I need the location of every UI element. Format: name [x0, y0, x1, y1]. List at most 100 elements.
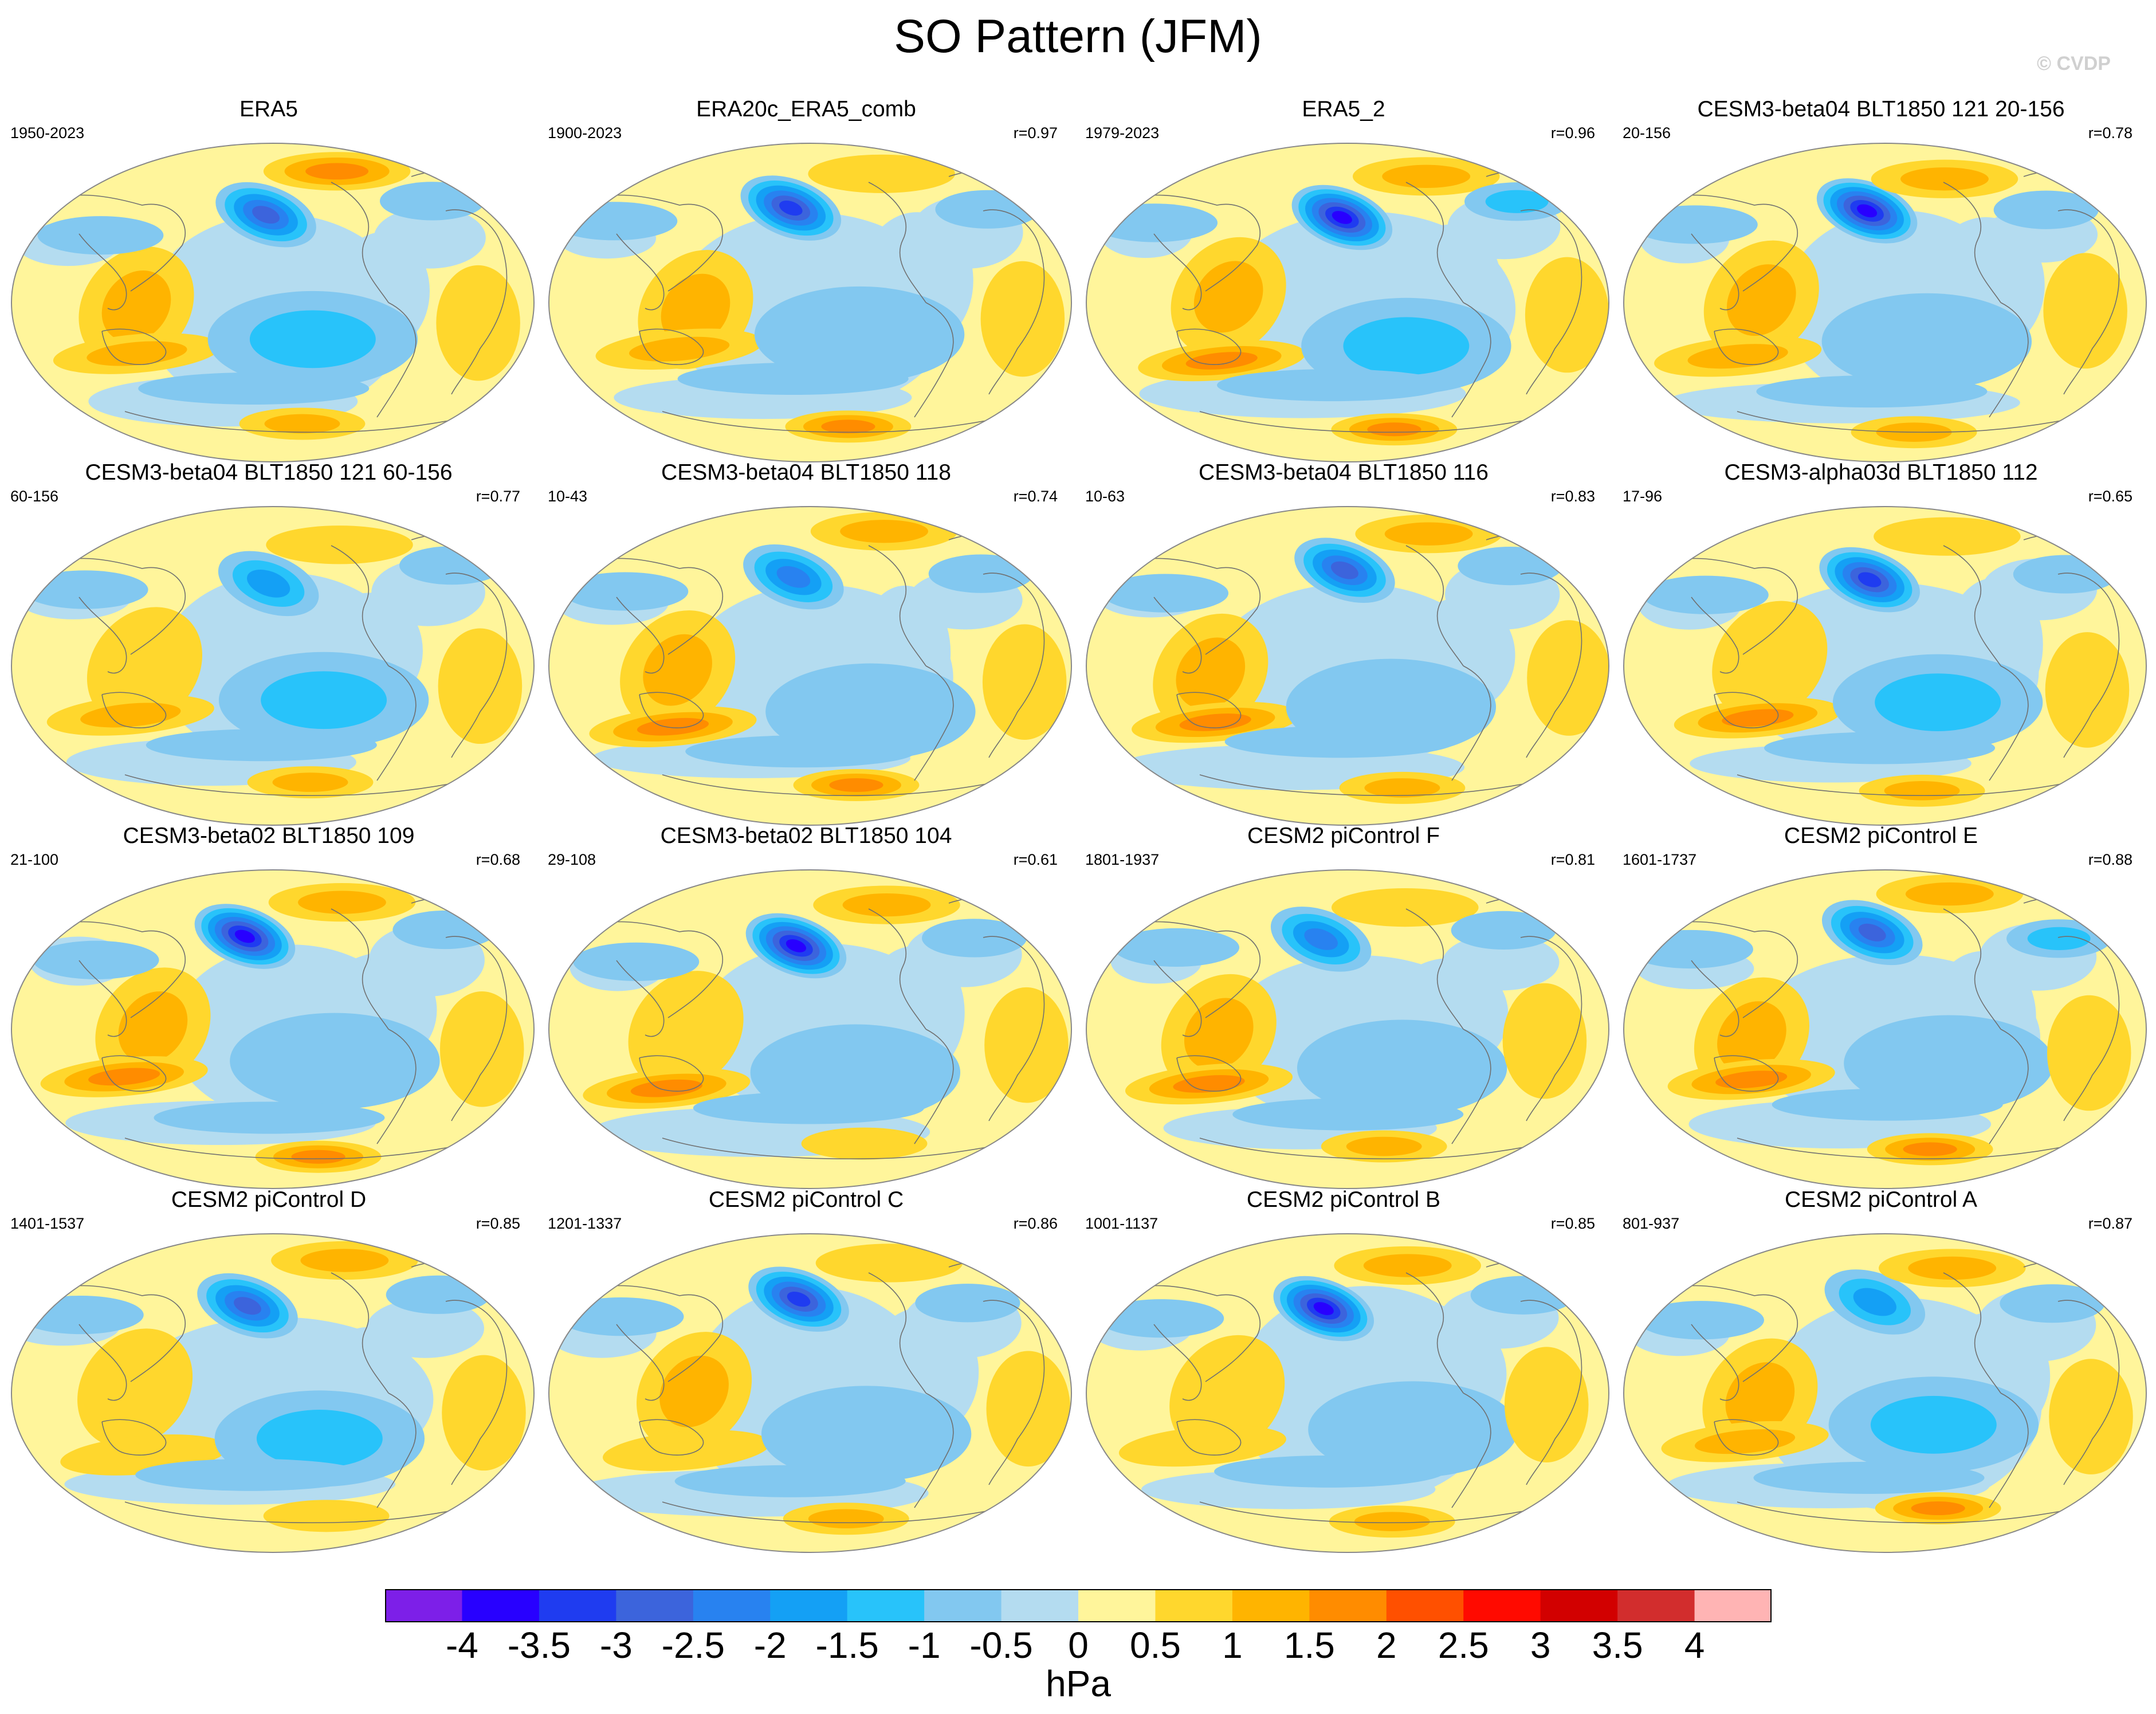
contour-level: [980, 261, 1065, 377]
anomaly-feature: [439, 991, 524, 1107]
map-outline: [548, 143, 1072, 462]
panel-correlation: r=0.81: [1550, 851, 1595, 868]
colorbar-swatch: [1540, 1589, 1618, 1622]
panel-correlation: r=0.68: [476, 851, 520, 868]
map-outline: [11, 506, 535, 826]
panel-correlation: r=0.88: [2088, 851, 2133, 868]
coastline: [639, 692, 704, 728]
coastline: [445, 572, 508, 758]
contour-level: [1875, 673, 2001, 732]
panel-years: 60-156: [10, 488, 59, 505]
anomaly-feature: [1764, 732, 1996, 764]
contour-level: [984, 987, 1069, 1103]
anomaly-feature: [1321, 1130, 1447, 1163]
colorbar: [385, 1589, 1772, 1622]
contour-level: [808, 1509, 884, 1529]
contour-level: [986, 1351, 1071, 1467]
coastline: [1176, 1419, 1242, 1456]
contour-level: [399, 546, 505, 585]
contour-level: [1176, 637, 1246, 709]
panel-correlation: r=0.85: [476, 1215, 520, 1232]
coastline: [1943, 908, 2001, 1030]
anomaly-feature: [207, 291, 418, 387]
coastline: [1153, 960, 1202, 1037]
map-panel: ERA5 1950-2023: [0, 96, 537, 463]
anomaly-feature: [1329, 1505, 1455, 1538]
panel-correlation: r=0.65: [2088, 488, 2133, 505]
map-outline: [1623, 1233, 2147, 1553]
anomaly-feature: [674, 1465, 906, 1497]
anomaly-feature: [77, 1328, 193, 1448]
anomaly-feature: [2006, 919, 2112, 958]
contour-level: [234, 929, 255, 943]
anomaly-feature: [263, 152, 411, 191]
contour-level: [801, 1127, 928, 1160]
contour-level: [1874, 517, 2021, 556]
coastline: [2057, 1300, 2120, 1485]
contour-level: [138, 372, 370, 405]
contour-level: [1332, 211, 1352, 224]
anomaly-feature: [813, 885, 960, 924]
contour-level: [101, 270, 171, 342]
panel-title: CESM3-beta04 BLT1850 118: [661, 460, 951, 485]
coastline: [1714, 1419, 1779, 1456]
anomaly-feature: [154, 1101, 385, 1134]
coastline: [1520, 936, 1582, 1121]
contour-level: [386, 1275, 491, 1314]
map-plot: [11, 869, 535, 1189]
anomaly-feature: [17, 1295, 144, 1335]
anomaly-feature: [1703, 240, 1819, 360]
colorbar-swatch: [1155, 1589, 1233, 1622]
colorbar-swatch: [616, 1589, 694, 1622]
coastline: [78, 1324, 127, 1401]
anomaly-feature: [1232, 1098, 1464, 1131]
anomaly-feature: [1712, 601, 1828, 720]
anomaly-feature: [37, 216, 164, 255]
coastline: [376, 1029, 417, 1144]
anomaly-feature: [2049, 1359, 2133, 1474]
contour-level: [1113, 928, 1240, 967]
anomaly-feature: [1470, 1276, 1576, 1315]
colorbar-swatch: [770, 1589, 848, 1622]
map-panel: ERA5_2 1979-2023 r=0.96: [1075, 96, 1612, 463]
contour-level: [629, 336, 730, 362]
panel-correlation: r=0.61: [1013, 851, 1058, 868]
contour-level: [1217, 369, 1448, 402]
anomaly-feature: [392, 910, 498, 950]
contour-level: [1297, 1019, 1507, 1116]
contour-level: [1627, 929, 1753, 969]
coastline: [868, 908, 926, 1030]
contour-level: [808, 154, 955, 193]
contour-level: [379, 182, 485, 221]
anomaly-feature: [551, 202, 678, 241]
contour-level: [1169, 1335, 1285, 1454]
colorbar-tick-label: -4: [445, 1625, 478, 1666]
coastline: [1153, 233, 1202, 311]
anomaly-feature: [1819, 547, 1920, 613]
anomaly-feature: [1308, 1381, 1518, 1478]
anomaly-feature: [740, 175, 842, 241]
anomaly-feature: [928, 554, 1034, 593]
contour-level: [230, 1013, 440, 1109]
map-panel: CESM2 piControl C 1201-1337 r=0.86: [537, 1187, 1075, 1554]
map-plot: [11, 1233, 535, 1553]
anomaly-feature: [436, 265, 520, 381]
colorbar-swatch: [385, 1589, 462, 1622]
anomaly-feature: [1291, 185, 1393, 250]
anomaly-feature: [1627, 929, 1753, 969]
anomaly-feature: [693, 1092, 924, 1124]
contour-level: [2045, 632, 2130, 748]
map-panel: CESM2 piControl A 801-937 r=0.87: [1612, 1187, 2150, 1554]
map-plot: [1623, 869, 2147, 1189]
panel-years: 20-156: [1623, 124, 1671, 142]
panel-years: 1900-2023: [548, 124, 622, 142]
anomaly-feature: [743, 544, 844, 610]
panel-correlation: r=0.83: [1550, 488, 1595, 505]
anomaly-feature: [1859, 774, 1985, 807]
coastline: [1520, 1300, 1582, 1485]
colorbar-swatch: [1463, 1589, 1541, 1622]
contour-level: [1712, 601, 1828, 720]
contour-level: [1905, 882, 1994, 906]
anomaly-feature: [808, 154, 955, 193]
panel-title: CESM2 piControl F: [1247, 823, 1440, 848]
